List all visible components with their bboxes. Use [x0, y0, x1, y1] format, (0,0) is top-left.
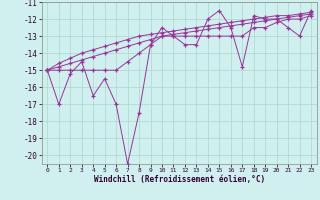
- X-axis label: Windchill (Refroidissement éolien,°C): Windchill (Refroidissement éolien,°C): [94, 175, 265, 184]
